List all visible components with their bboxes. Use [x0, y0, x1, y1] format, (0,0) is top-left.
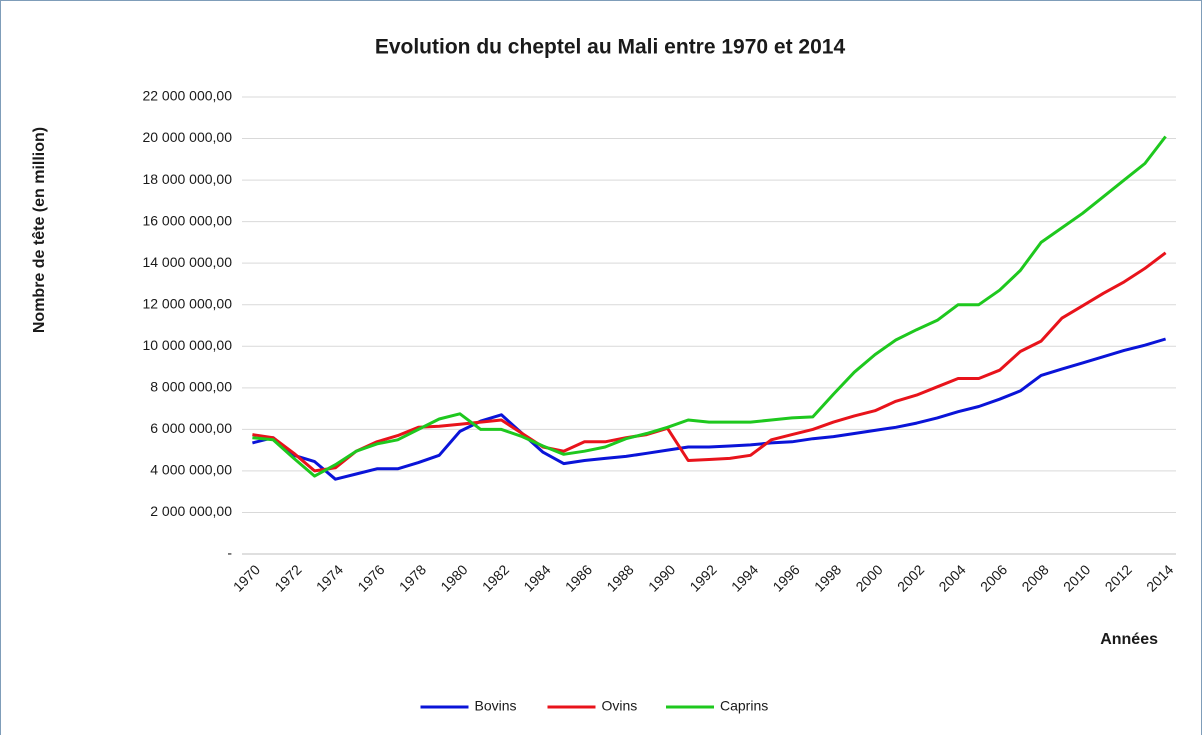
y-axis-title: Nombre de tête (en million): [31, 127, 48, 333]
legend-label: Caprins: [720, 698, 768, 714]
y-tick-label: 22 000 000,00: [142, 88, 232, 104]
y-tick-label: 2 000 000,00: [150, 503, 232, 519]
y-tick-label: 14 000 000,00: [142, 254, 232, 270]
legend-label: Ovins: [602, 698, 638, 714]
y-tick-label: 10 000 000,00: [142, 337, 232, 353]
y-tick-label: 12 000 000,00: [142, 295, 232, 311]
y-tick-label: -: [227, 545, 232, 561]
y-tick-label: 18 000 000,00: [142, 171, 232, 187]
y-tick-label: 16 000 000,00: [142, 212, 232, 228]
x-axis-title: Années: [1100, 631, 1158, 648]
series-line: [252, 337, 1167, 481]
y-tick-label: 20 000 000,00: [142, 129, 232, 145]
y-tick-label: 8 000 000,00: [150, 379, 232, 395]
series-line: [252, 135, 1167, 478]
legend-label: Bovins: [475, 698, 517, 714]
series-line: [252, 251, 1167, 473]
y-tick-label: 4 000 000,00: [150, 462, 232, 478]
chart-title: Evolution du cheptel au Mali entre 1970 …: [375, 36, 846, 59]
y-tick-label: 6 000 000,00: [150, 420, 232, 436]
